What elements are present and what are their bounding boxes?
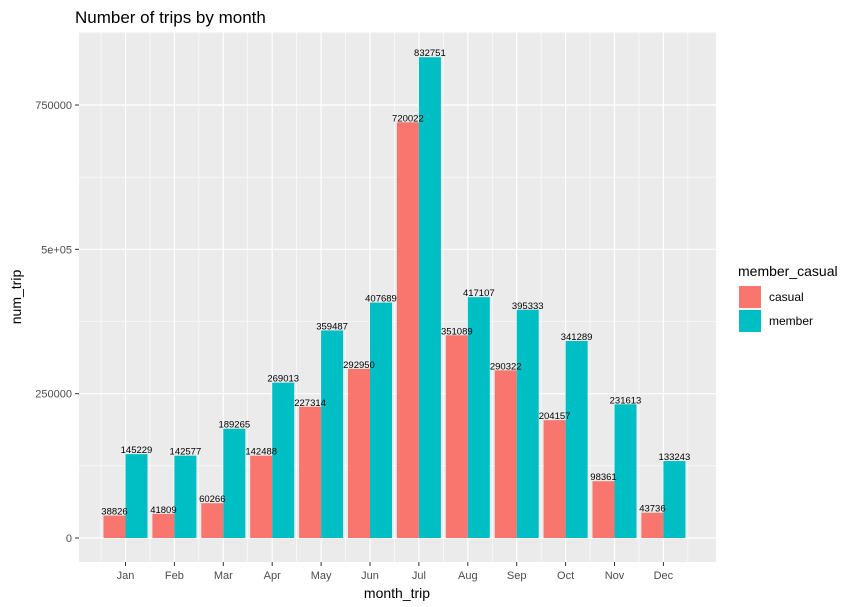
- legend-swatch-member: [739, 310, 761, 332]
- data-label-member-oct: 341289: [561, 332, 593, 343]
- bar-casual-mar: [201, 503, 224, 538]
- bar-casual-feb: [152, 513, 175, 538]
- data-label-member-nov: 231613: [610, 395, 642, 406]
- x-tick-label-nov: Nov: [605, 570, 625, 582]
- x-tick-label-apr: Apr: [264, 570, 281, 582]
- x-axis-title: month_trip: [364, 585, 430, 601]
- bar-member-feb: [174, 455, 197, 538]
- bar-casual-sep: [494, 370, 517, 538]
- bar-member-aug: [467, 297, 490, 538]
- data-label-member-may: 359487: [316, 321, 348, 332]
- data-label-member-dec: 133243: [659, 452, 691, 463]
- bars-group: [103, 57, 686, 538]
- bar-casual-nov: [592, 481, 615, 538]
- data-label-casual-nov: 98361: [590, 472, 616, 483]
- legend-title: member_casual: [738, 263, 838, 279]
- bar-member-oct: [565, 340, 588, 538]
- data-label-member-jul: 832751: [414, 48, 446, 59]
- data-label-casual-oct: 204157: [539, 411, 571, 422]
- data-label-member-feb: 142577: [170, 447, 202, 458]
- data-label-casual-feb: 41809: [150, 505, 176, 516]
- legend-label-casual: casual: [769, 290, 804, 304]
- bar-member-jul: [418, 57, 441, 538]
- data-label-casual-mar: 60266: [199, 494, 225, 505]
- bar-casual-jun: [348, 368, 370, 538]
- x-tick-label-feb: Feb: [165, 570, 184, 582]
- y-tick-label: 750000: [35, 100, 72, 112]
- x-axis: Jan Feb Mar Apr May Jun Jul Aug Sep Oct Nov Dec: [117, 562, 674, 582]
- data-label-casual-jun: 292950: [343, 360, 375, 371]
- x-tick-label-jun: Jun: [361, 570, 379, 582]
- bar-member-may: [321, 330, 344, 538]
- bar-member-mar: [223, 428, 246, 538]
- data-label-member-jun: 407689: [365, 294, 397, 305]
- data-label-casual-may: 227314: [294, 398, 326, 409]
- data-label-casual-dec: 43736: [639, 504, 665, 515]
- legend-label-member: member: [769, 314, 813, 328]
- y-tick-label: 0: [66, 533, 72, 545]
- bar-casual-apr: [250, 455, 273, 538]
- x-tick-label-mar: Mar: [214, 570, 233, 582]
- y-tick-label: 5e+05: [41, 244, 72, 256]
- x-tick-label-oct: Oct: [557, 570, 574, 582]
- data-label-member-mar: 189265: [218, 420, 250, 431]
- y-tick-label: 250000: [35, 389, 72, 401]
- bar-casual-jan: [103, 515, 126, 538]
- legend: member_casual casual member: [738, 263, 838, 332]
- x-tick-label-jul: Jul: [412, 570, 426, 582]
- x-tick-label-jan: Jan: [117, 570, 135, 582]
- y-axis: 0 250000 5e+05 750000: [35, 100, 79, 545]
- y-axis-title: num_trip: [8, 270, 24, 325]
- data-label-casual-jan: 38826: [101, 507, 127, 518]
- bar-casual-may: [299, 406, 322, 538]
- data-label-member-aug: 417107: [463, 288, 495, 299]
- data-label-member-apr: 269013: [267, 374, 299, 385]
- x-tick-label-sep: Sep: [507, 570, 527, 582]
- bar-member-dec: [663, 461, 686, 538]
- bar-member-sep: [516, 309, 539, 538]
- data-label-casual-aug: 351089: [441, 326, 473, 337]
- bar-member-jun: [370, 302, 392, 538]
- bar-casual-dec: [641, 512, 664, 538]
- x-tick-label-may: May: [311, 570, 332, 582]
- data-label-member-sep: 395333: [512, 301, 544, 312]
- bar-casual-jul: [396, 122, 419, 538]
- data-label-casual-apr: 142488: [245, 447, 277, 458]
- data-label-member-jan: 145229: [121, 445, 153, 456]
- data-labels-group: 38826 41809 60266 142488 227314 292950 720022 3…: [101, 48, 690, 517]
- bar-member-apr: [272, 382, 295, 538]
- bar-member-nov: [614, 404, 637, 538]
- bar-member-jan: [125, 454, 148, 538]
- x-tick-label-dec: Dec: [654, 570, 674, 582]
- data-label-casual-sep: 290322: [490, 361, 522, 372]
- bar-casual-aug: [445, 335, 468, 538]
- chart-title: Number of trips by month: [75, 8, 266, 27]
- bar-casual-oct: [543, 420, 566, 538]
- data-label-casual-jul: 720022: [392, 113, 424, 124]
- x-tick-label-aug: Aug: [458, 570, 478, 582]
- legend-swatch-casual: [739, 286, 761, 308]
